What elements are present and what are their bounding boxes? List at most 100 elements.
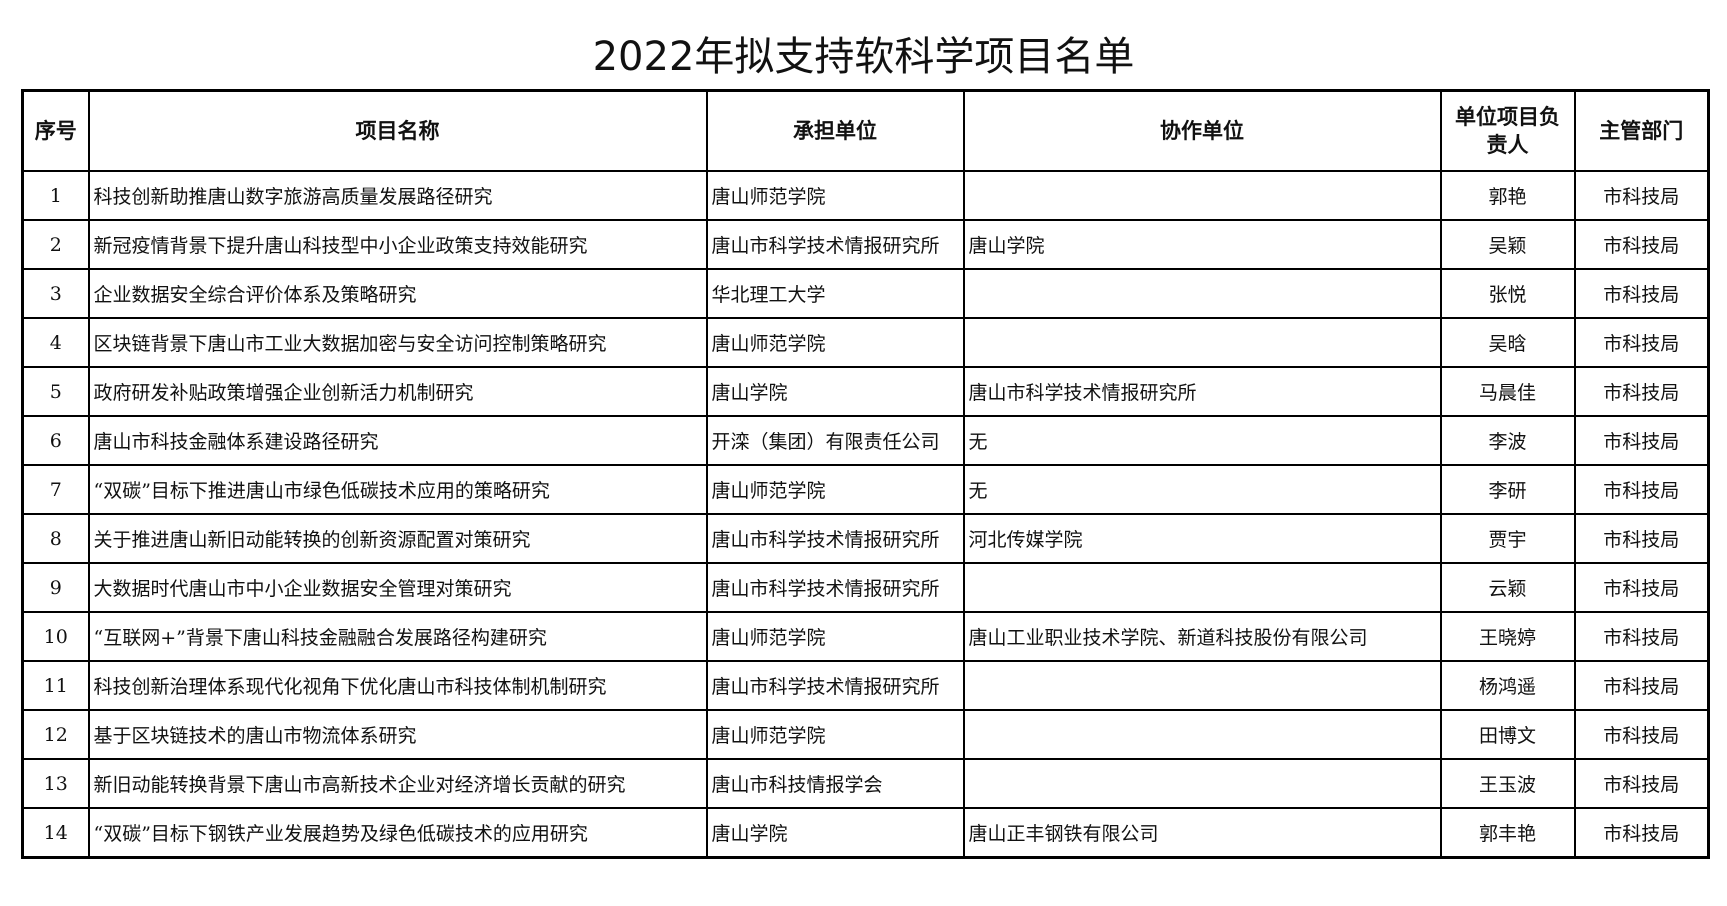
cell-partner-unit bbox=[962, 758, 1442, 809]
cell-lead-unit: 唐山师范学院 bbox=[705, 611, 965, 662]
header-department: 主管部门 bbox=[1573, 89, 1710, 172]
cell-row-index: 2 bbox=[21, 219, 90, 270]
cell-department: 市科技局 bbox=[1573, 366, 1710, 417]
cell-project-name: 企业数据安全综合评价体系及策略研究 bbox=[87, 268, 708, 319]
cell-project-name: “双碳”目标下推进唐山市绿色低碳技术应用的策略研究 bbox=[87, 464, 708, 515]
cell-department: 市科技局 bbox=[1573, 611, 1710, 662]
cell-department: 市科技局 bbox=[1573, 562, 1710, 613]
table-header-row: 序号 项目名称 承担单位 协作单位 单位项目负责人 主管部门 bbox=[21, 89, 1710, 172]
cell-partner-unit: 无 bbox=[962, 464, 1442, 515]
cell-project-leader: 吴晗 bbox=[1439, 317, 1576, 368]
cell-project-name: 关于推进唐山新旧动能转换的创新资源配置对策研究 bbox=[87, 513, 708, 564]
table-row: 4 区块链背景下唐山市工业大数据加密与安全访问控制策略研究 唐山师范学院 吴晗 市科技局 bbox=[21, 317, 1710, 368]
cell-project-name: 区块链背景下唐山市工业大数据加密与安全访问控制策略研究 bbox=[87, 317, 708, 368]
cell-row-index: 1 bbox=[21, 170, 90, 221]
cell-partner-unit bbox=[962, 562, 1442, 613]
cell-lead-unit: 唐山市科学技术情报研究所 bbox=[705, 219, 965, 270]
cell-row-index: 6 bbox=[21, 415, 90, 466]
cell-row-index: 9 bbox=[21, 562, 90, 613]
table-row: 6 唐山市科技金融体系建设路径研究 开滦（集团）有限责任公司无李波 市科技局 bbox=[21, 415, 1710, 466]
cell-lead-unit: 唐山师范学院 bbox=[705, 464, 965, 515]
cell-department: 市科技局 bbox=[1573, 513, 1710, 564]
cell-lead-unit: 唐山市科技情报学会 bbox=[705, 758, 965, 809]
cell-project-leader: 杨鸿遥 bbox=[1439, 660, 1576, 711]
cell-project-leader: 田博文 bbox=[1439, 709, 1576, 760]
cell-project-leader: 李研 bbox=[1439, 464, 1576, 515]
cell-partner-unit bbox=[962, 268, 1442, 319]
cell-partner-unit: 无 bbox=[962, 415, 1442, 466]
table-row: 13 新旧动能转换背景下唐山市高新技术企业对经济增长贡献的研究 唐山市科技情报学会 王… bbox=[21, 758, 1710, 809]
cell-project-name: “互联网+”背景下唐山科技金融融合发展路径构建研究 bbox=[87, 611, 708, 662]
cell-project-name: 新旧动能转换背景下唐山市高新技术企业对经济增长贡献的研究 bbox=[87, 758, 708, 809]
header-lead-unit: 承担单位 bbox=[705, 89, 965, 172]
header-project-name: 项目名称 bbox=[87, 89, 708, 172]
cell-project-leader: 王玉波 bbox=[1439, 758, 1576, 809]
cell-department: 市科技局 bbox=[1573, 807, 1710, 859]
cell-lead-unit: 唐山学院 bbox=[705, 807, 965, 859]
cell-partner-unit: 唐山工业职业技术学院、新道科技股份有限公司 bbox=[962, 611, 1442, 662]
table-row: 1 科技创新助推唐山数字旅游高质量发展路径研究 唐山师范学院 郭艳 市科技局 bbox=[21, 170, 1710, 221]
cell-lead-unit: 唐山师范学院 bbox=[705, 709, 965, 760]
cell-row-index: 10 bbox=[21, 611, 90, 662]
cell-project-name: 新冠疫情背景下提升唐山科技型中小企业政策支持效能研究 bbox=[87, 219, 708, 270]
cell-project-name: 唐山市科技金融体系建设路径研究 bbox=[87, 415, 708, 466]
cell-project-leader: 云颖 bbox=[1439, 562, 1576, 613]
cell-project-leader: 贾宇 bbox=[1439, 513, 1576, 564]
cell-lead-unit: 唐山师范学院 bbox=[705, 317, 965, 368]
cell-row-index: 4 bbox=[21, 317, 90, 368]
table-row: 14 “双碳”目标下钢铁产业发展趋势及绿色低碳技术的应用研究 唐山学院 唐山正丰钢铁有… bbox=[21, 807, 1710, 859]
cell-lead-unit: 开滦（集团）有限责任公司 bbox=[705, 415, 965, 466]
cell-project-leader: 李波 bbox=[1439, 415, 1576, 466]
cell-department: 市科技局 bbox=[1573, 219, 1710, 270]
cell-department: 市科技局 bbox=[1573, 170, 1710, 221]
cell-row-index: 8 bbox=[21, 513, 90, 564]
cell-department: 市科技局 bbox=[1573, 660, 1710, 711]
cell-partner-unit bbox=[962, 709, 1442, 760]
table-row: 2 新冠疫情背景下提升唐山科技型中小企业政策支持效能研究 唐山市科学技术情报研究所唐… bbox=[21, 219, 1710, 270]
cell-department: 市科技局 bbox=[1573, 317, 1710, 368]
cell-lead-unit: 唐山市科学技术情报研究所 bbox=[705, 562, 965, 613]
cell-project-name: “双碳”目标下钢铁产业发展趋势及绿色低碳技术的应用研究 bbox=[87, 807, 708, 859]
table-row: 12 基于区块链技术的唐山市物流体系研究 唐山师范学院 田博文 市科技局 bbox=[21, 709, 1710, 760]
project-table: 序号 项目名称 承担单位 协作单位 单位项目负责人 主管部门 1 科技创新助推唐山… bbox=[21, 89, 1710, 859]
cell-row-index: 7 bbox=[21, 464, 90, 515]
cell-row-index: 5 bbox=[21, 366, 90, 417]
table-row: 9 大数据时代唐山市中小企业数据安全管理对策研究 唐山市科学技术情报研究所 云颖 市科技… bbox=[21, 562, 1710, 613]
cell-project-name: 大数据时代唐山市中小企业数据安全管理对策研究 bbox=[87, 562, 708, 613]
table-row: 5 政府研发补贴政策增强企业创新活力机制研究 唐山学院 唐山市科学技术情报研究所 马晨佳… bbox=[21, 366, 1710, 417]
cell-row-index: 14 bbox=[21, 807, 90, 859]
cell-row-index: 13 bbox=[21, 758, 90, 809]
cell-partner-unit bbox=[962, 170, 1442, 221]
cell-row-index: 11 bbox=[21, 660, 90, 711]
cell-project-leader: 郭丰艳 bbox=[1439, 807, 1576, 859]
table-row: 3 企业数据安全综合评价体系及策略研究 华北理工大学 张悦 市科技局 bbox=[21, 268, 1710, 319]
cell-lead-unit: 华北理工大学 bbox=[705, 268, 965, 319]
cell-row-index: 3 bbox=[21, 268, 90, 319]
cell-project-name: 基于区块链技术的唐山市物流体系研究 bbox=[87, 709, 708, 760]
cell-project-leader: 王晓婷 bbox=[1439, 611, 1576, 662]
cell-lead-unit: 唐山师范学院 bbox=[705, 170, 965, 221]
header-project-leader: 单位项目负责人 bbox=[1439, 89, 1576, 172]
table-row: 11 科技创新治理体系现代化视角下优化唐山市科技体制机制研究 唐山市科学技术情报研究… bbox=[21, 660, 1710, 711]
document-title: 2022年拟支持软科学项目名单 bbox=[592, 34, 1135, 80]
cell-partner-unit: 唐山市科学技术情报研究所 bbox=[962, 366, 1442, 417]
header-partner-unit: 协作单位 bbox=[962, 89, 1442, 172]
cell-project-leader: 郭艳 bbox=[1439, 170, 1576, 221]
cell-partner-unit bbox=[962, 317, 1442, 368]
table-row: 7 “双碳”目标下推进唐山市绿色低碳技术应用的策略研究 唐山师范学院无李研 市科技局 bbox=[21, 464, 1710, 515]
cell-lead-unit: 唐山学院 bbox=[705, 366, 965, 417]
cell-partner-unit: 河北传媒学院 bbox=[962, 513, 1442, 564]
cell-department: 市科技局 bbox=[1573, 709, 1710, 760]
table-row: 8 关于推进唐山新旧动能转换的创新资源配置对策研究 唐山市科学技术情报研究所 河北传媒… bbox=[21, 513, 1710, 564]
cell-project-name: 政府研发补贴政策增强企业创新活力机制研究 bbox=[87, 366, 708, 417]
cell-row-index: 12 bbox=[21, 709, 90, 760]
cell-department: 市科技局 bbox=[1573, 415, 1710, 466]
cell-partner-unit bbox=[962, 660, 1442, 711]
cell-partner-unit: 唐山正丰钢铁有限公司 bbox=[962, 807, 1442, 859]
cell-department: 市科技局 bbox=[1573, 464, 1710, 515]
cell-project-name: 科技创新治理体系现代化视角下优化唐山市科技体制机制研究 bbox=[87, 660, 708, 711]
cell-project-leader: 马晨佳 bbox=[1439, 366, 1576, 417]
cell-project-leader: 吴颖 bbox=[1439, 219, 1576, 270]
cell-lead-unit: 唐山市科学技术情报研究所 bbox=[705, 513, 965, 564]
cell-department: 市科技局 bbox=[1573, 268, 1710, 319]
